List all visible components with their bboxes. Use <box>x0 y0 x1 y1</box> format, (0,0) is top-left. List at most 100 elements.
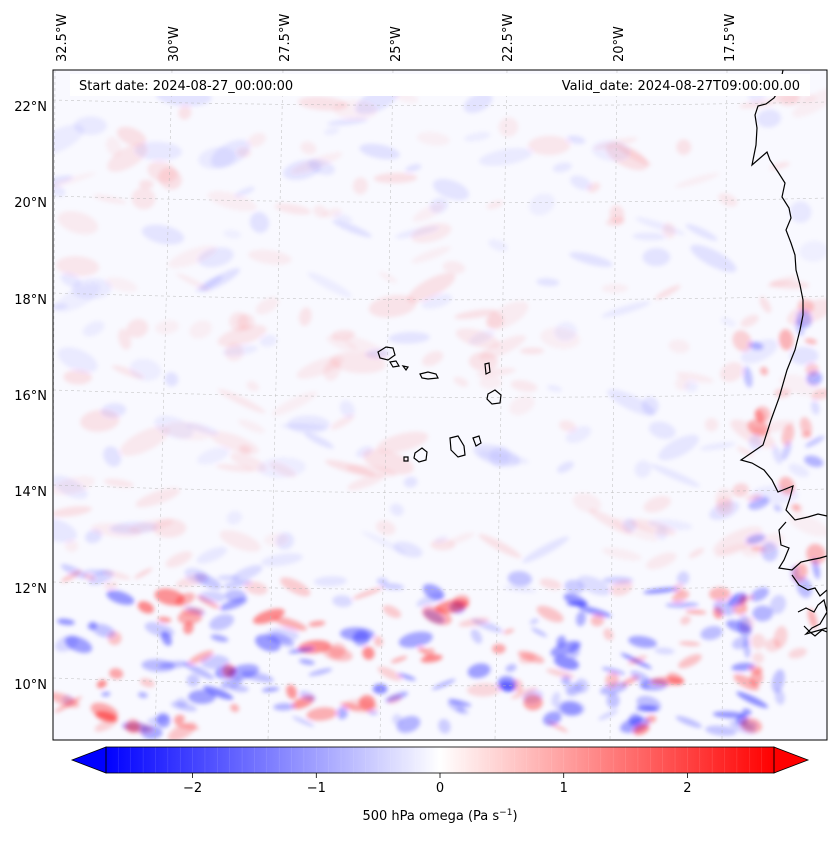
ascent-patch <box>454 309 498 320</box>
ascent-patch <box>308 620 326 627</box>
descent-patch <box>198 591 226 603</box>
ascent-patch <box>435 599 469 614</box>
ascent-patch <box>274 203 312 215</box>
descent-patch <box>467 663 491 679</box>
descent-patch <box>210 634 229 642</box>
ascent-patch <box>255 297 279 315</box>
descent-patch <box>261 553 303 567</box>
descent-patch <box>709 500 740 520</box>
lon-label: 30°W <box>167 26 182 62</box>
ascent-patch <box>263 533 289 547</box>
ascent-patch <box>373 636 384 647</box>
descent-patch <box>536 278 560 287</box>
descent-patch <box>339 400 355 418</box>
descent-patch <box>92 623 116 638</box>
coastal-patch <box>750 633 766 650</box>
colorbar-tick-label: −1 <box>307 781 326 796</box>
descent-patch <box>390 503 404 517</box>
descent-patch <box>789 201 812 223</box>
descent-patch <box>607 389 656 416</box>
ascent-patch <box>478 375 503 389</box>
ascent-patch <box>617 145 652 166</box>
descent-patch <box>405 163 422 173</box>
lon-label: 32.5°W <box>55 14 70 62</box>
descent-patch <box>553 655 579 670</box>
descent-patch <box>463 92 493 114</box>
descent-patch <box>569 252 613 267</box>
descent-patch <box>676 571 690 586</box>
descent-patch <box>632 232 667 241</box>
descent-patch <box>393 541 423 558</box>
descent-patch <box>372 683 388 694</box>
ascent-patch <box>155 320 180 335</box>
descent-patch <box>473 444 521 467</box>
descent-patch <box>650 464 701 487</box>
coastal-patch <box>760 366 769 376</box>
ascent-patch <box>103 478 134 488</box>
ascent-patch <box>390 656 408 664</box>
descent-patch <box>327 117 369 126</box>
ascent-patch <box>352 587 383 600</box>
ascent-patch <box>247 249 292 265</box>
descent-patch <box>416 592 444 607</box>
colorbar-tick-label: −2 <box>183 781 202 796</box>
ascent-patch <box>368 294 417 318</box>
descent-patch <box>556 635 566 647</box>
ascent-patch <box>650 677 685 686</box>
ascent-patch <box>230 452 267 472</box>
descent-patch <box>397 673 416 681</box>
coastal-patch <box>761 541 778 562</box>
ascent-patch <box>105 277 138 293</box>
valid-date-label: Valid_date: 2024-08-27T09:00:00.00 <box>562 79 800 94</box>
ascent-patch <box>92 194 127 204</box>
ascent-patch <box>271 391 318 416</box>
descent-patch <box>556 461 574 474</box>
descent-patch <box>569 175 592 191</box>
ascent-patch <box>668 339 690 354</box>
ascent-patch <box>118 328 132 350</box>
coastal-patch <box>732 330 752 352</box>
ascent-patch <box>675 371 714 383</box>
descent-patch <box>470 629 483 644</box>
ascent-patch <box>109 668 124 679</box>
descent-patch <box>636 695 661 712</box>
ascent-patch <box>167 722 197 740</box>
ascent-patch <box>53 506 92 517</box>
ascent-patch <box>362 449 414 475</box>
ascent-patch <box>466 683 501 697</box>
descent-patch <box>578 605 612 618</box>
ascent-patch <box>572 492 601 513</box>
ascent-patch <box>189 320 213 339</box>
ascent-patch <box>188 650 214 665</box>
coastal-patch <box>774 388 791 398</box>
coastal-patch <box>796 310 812 328</box>
descent-patch <box>334 213 353 223</box>
descent-patch <box>147 715 169 725</box>
descent-patch <box>700 625 723 641</box>
ascent-patch <box>740 718 762 733</box>
descent-patch <box>648 519 693 531</box>
descent-patch <box>376 577 388 586</box>
descent-patch <box>602 576 634 585</box>
ascent-patch <box>362 646 375 660</box>
descent-patch <box>209 614 235 631</box>
descent-patch <box>731 662 755 672</box>
descent-patch <box>53 175 74 186</box>
ascent-patch <box>478 533 522 559</box>
lat-label: 20°N <box>14 196 47 211</box>
descent-patch <box>170 701 197 712</box>
colorbar-tick-label: 1 <box>560 781 568 796</box>
ascent-patch <box>587 182 601 193</box>
ascent-patch <box>523 694 543 711</box>
ascent-patch <box>178 105 192 120</box>
descent-patch <box>82 569 108 576</box>
descent-patch <box>141 224 185 245</box>
descent-patch <box>575 611 586 627</box>
lat-label: 16°N <box>14 389 47 404</box>
descent-patch <box>226 510 243 525</box>
ascent-patch <box>605 672 620 688</box>
ascent-patch <box>509 395 535 416</box>
ascent-patch <box>140 678 155 688</box>
coastal-patch <box>811 388 827 400</box>
descent-patch <box>299 658 315 665</box>
